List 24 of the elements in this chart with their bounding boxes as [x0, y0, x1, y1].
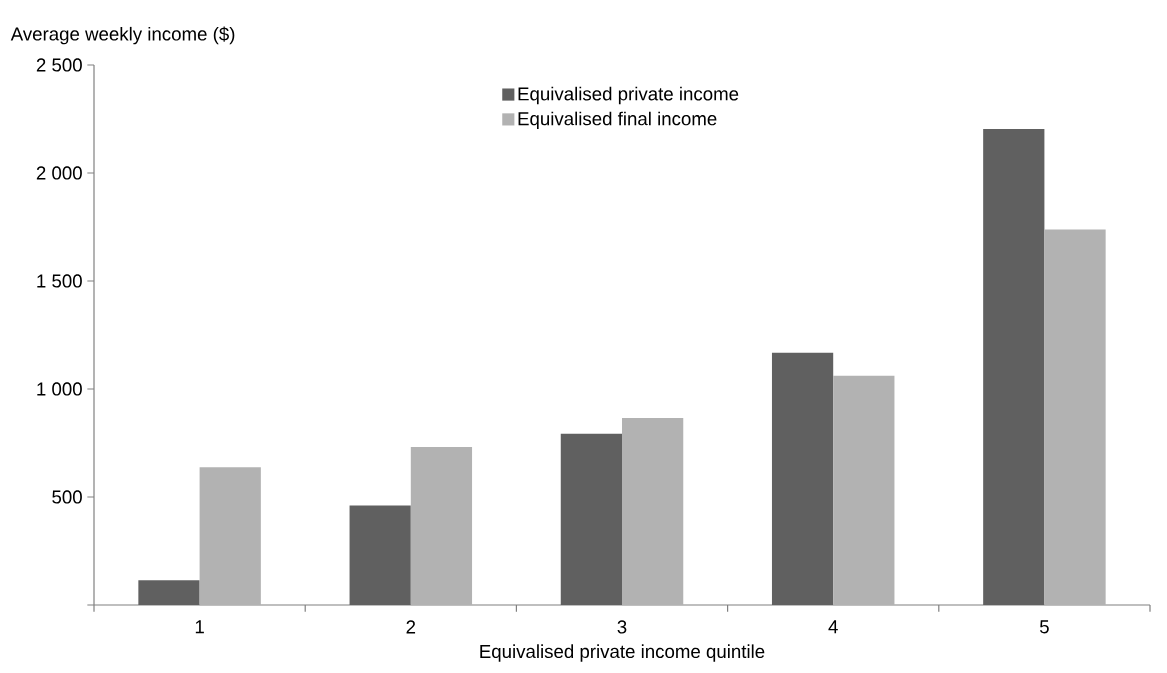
y-tick-label: 500 [52, 490, 82, 504]
bar [138, 580, 200, 605]
y-tick-label: 2 500 [36, 58, 82, 72]
y-tick-label: 2 000 [36, 166, 82, 180]
legend-label: Equivalised final income [518, 111, 717, 130]
x-tick-label: 5 [1039, 620, 1049, 634]
bar [410, 446, 473, 605]
legend-label: Equivalised private income [518, 86, 739, 105]
x-tick-label: 1 [195, 620, 204, 634]
x-tick-label: 2 [406, 620, 416, 634]
y-tick-label: 1 000 [37, 382, 82, 396]
bar [199, 467, 261, 605]
bar [983, 128, 1045, 605]
bar [771, 352, 834, 605]
y-axis-title: Average weekly income ($) [10, 26, 235, 45]
x-tick-label: 3 [617, 620, 627, 634]
bar [560, 433, 623, 605]
bar [833, 375, 895, 605]
x-tick-label: 4 [828, 620, 838, 634]
x-axis-title: Equivalised private income quintile [480, 644, 765, 662]
y-tick-label: 1 500 [37, 274, 82, 288]
bar [349, 505, 411, 605]
bar [1044, 229, 1106, 605]
bar [622, 417, 684, 605]
